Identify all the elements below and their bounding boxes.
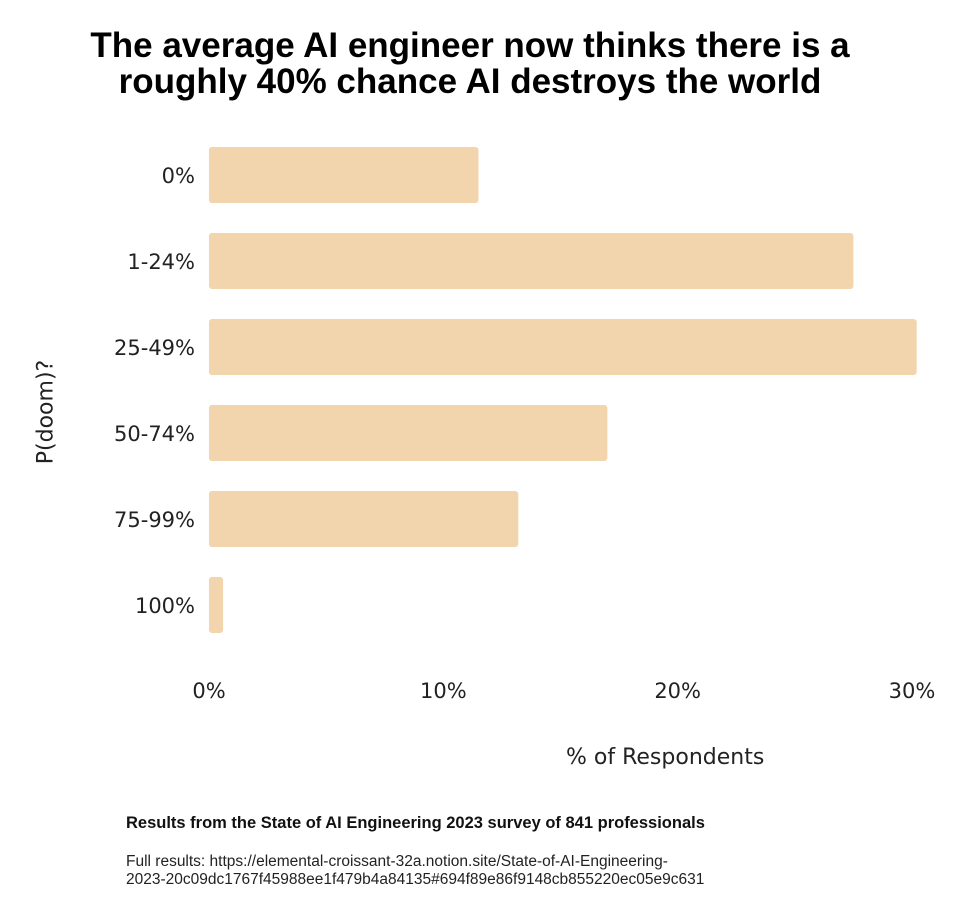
x-tick-label: 30% bbox=[889, 679, 936, 703]
y-tick-label: 1-24% bbox=[127, 250, 195, 274]
x-tick-label: 0% bbox=[192, 679, 225, 703]
y-axis-label: P(doom)? bbox=[33, 359, 59, 465]
bar-0 bbox=[209, 147, 479, 203]
full-results-line1[interactable]: Full results: https://elemental-croissan… bbox=[126, 853, 668, 870]
full-results-line2[interactable]: 2023-20c09dc1767f45988ee1f479b4a84135#69… bbox=[126, 871, 705, 888]
bar-5 bbox=[209, 577, 224, 633]
y-tick-label: 75-99% bbox=[114, 508, 195, 532]
x-tick-label: 10% bbox=[420, 679, 467, 703]
source-note: Results from the State of AI Engineering… bbox=[126, 814, 705, 832]
chart-title-line1: The average AI engineer now thinks there… bbox=[90, 26, 850, 65]
y-tick-label: 100% bbox=[135, 594, 195, 618]
bar-4 bbox=[209, 491, 519, 547]
y-tick-label: 25-49% bbox=[114, 336, 195, 360]
full-results-text: Full results: https://elemental-croissan… bbox=[126, 853, 704, 889]
chart-title-line2: roughly 40% chance AI destroys the world bbox=[118, 62, 822, 101]
x-axis-label: % of Respondents bbox=[566, 745, 765, 770]
x-tick-label: 20% bbox=[654, 679, 701, 703]
bar-1 bbox=[209, 233, 854, 289]
bar-3 bbox=[209, 405, 608, 461]
y-tick-label: 50-74% bbox=[114, 422, 195, 446]
bar-2 bbox=[209, 319, 917, 375]
y-tick-label: 0% bbox=[162, 164, 195, 188]
